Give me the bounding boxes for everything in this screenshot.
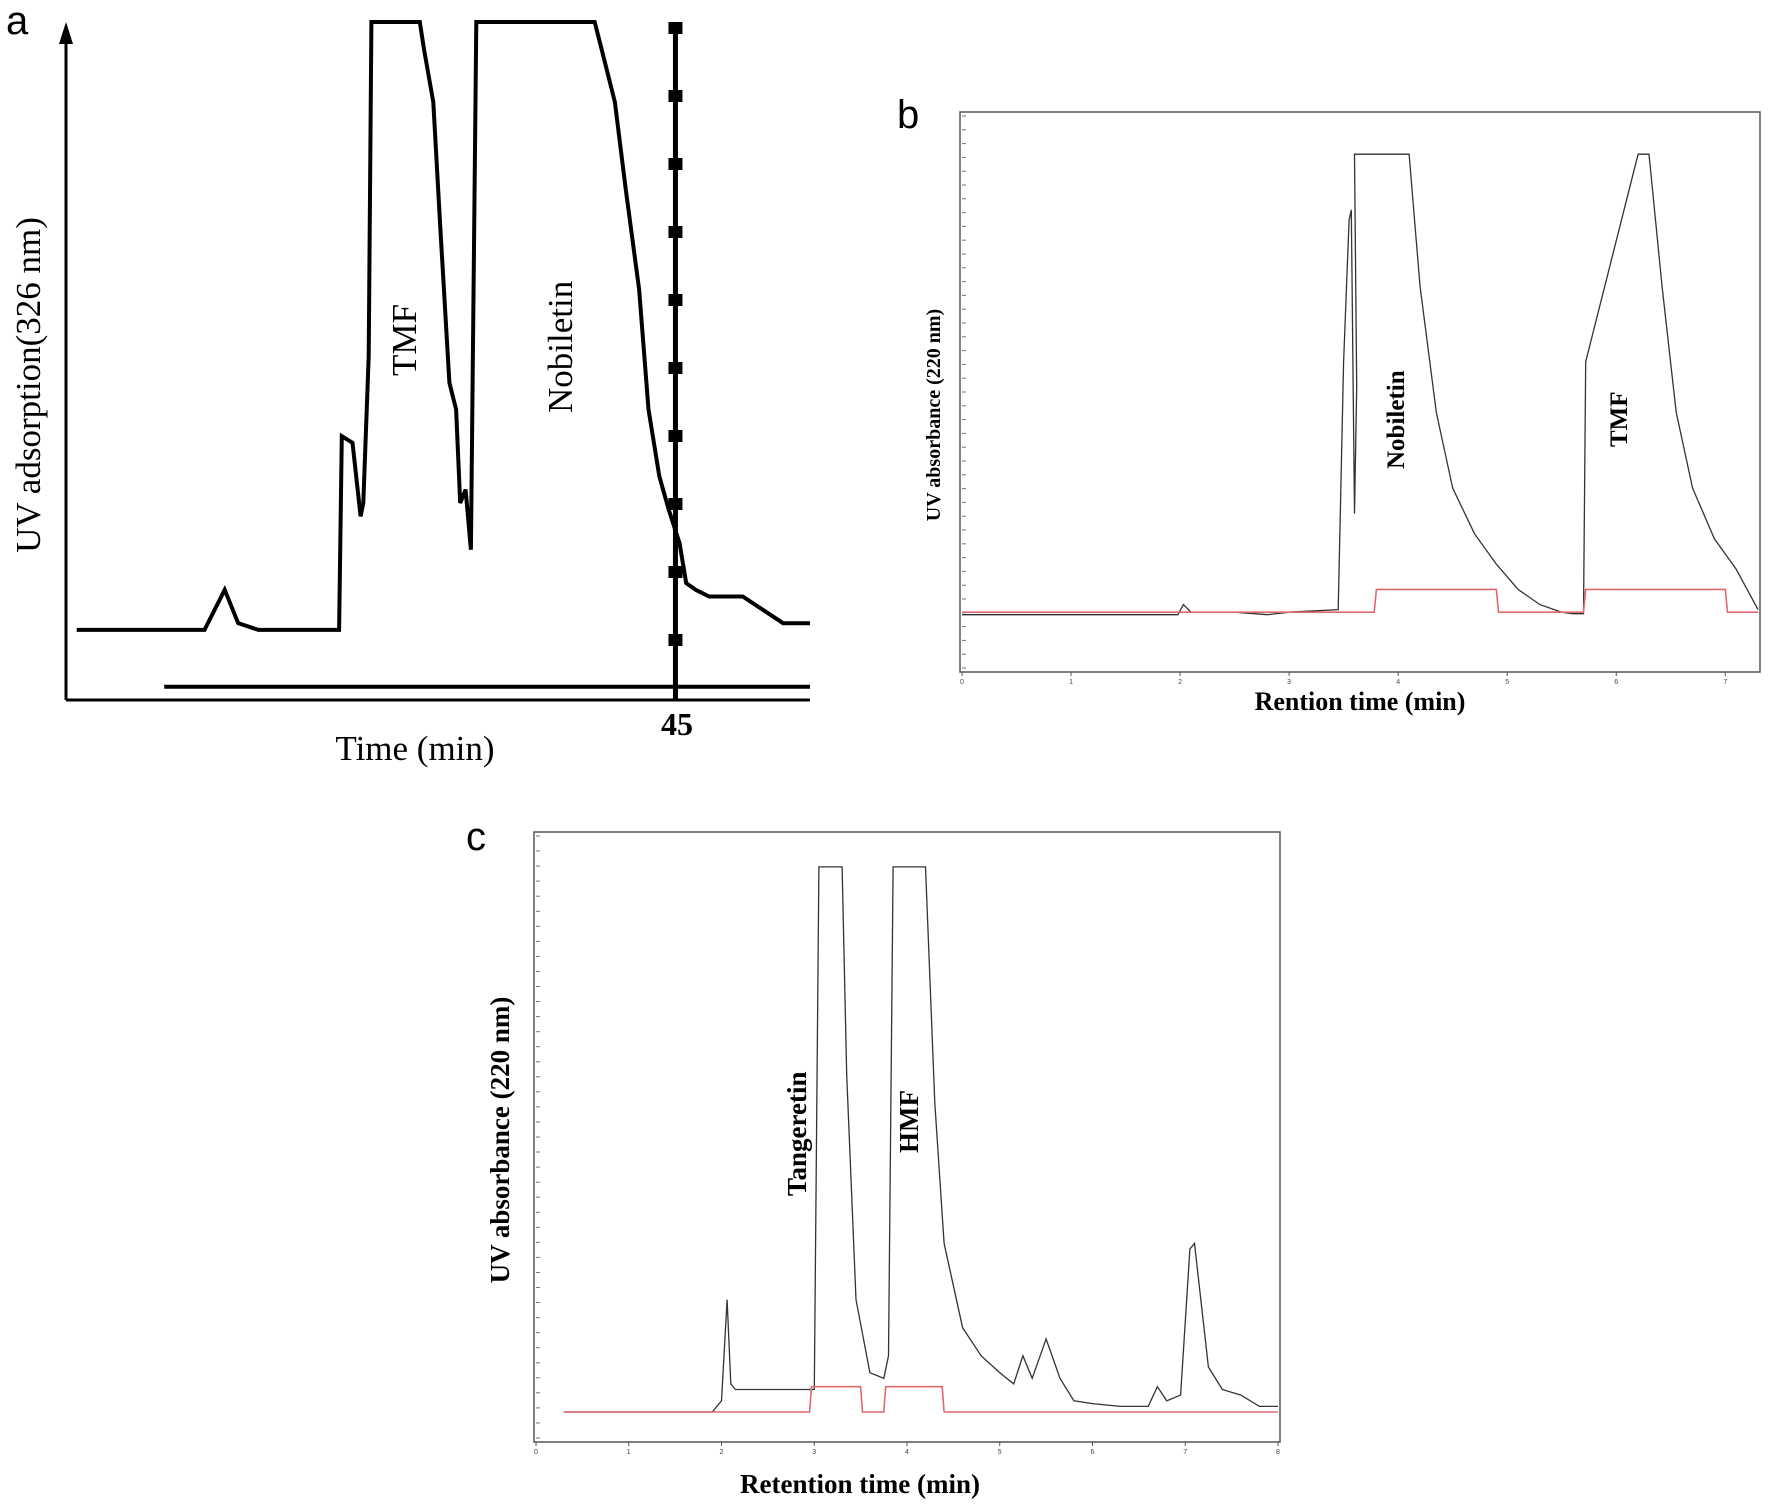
- panel-b-x-tick-label-7: 7: [1723, 679, 1727, 686]
- panel-a-x-axis-title: Time (min): [335, 729, 494, 768]
- panel-b-letter: b: [897, 93, 919, 137]
- panel-b-x-tick-label-2: 2: [1178, 679, 1182, 686]
- panel-a-annotation-nobiletin: Nobiletin: [541, 281, 580, 413]
- panel-c-x-tick-label-2: 2: [720, 1449, 724, 1456]
- panel-c-x-tick-label-5: 5: [998, 1449, 1002, 1456]
- panel-b-x-tick-label-1: 1: [1069, 679, 1073, 686]
- panel-c-x-tick-label-1: 1: [627, 1449, 631, 1456]
- panel-a-series-0-line: [76, 20, 810, 632]
- panel-b-series-0-line: [962, 153, 1759, 616]
- panel-b-y-ticks: [962, 115, 966, 669]
- panel-a-marker-dash-5: [668, 362, 683, 374]
- panel-b-x-tick-label-5: 5: [1505, 679, 1509, 686]
- panel-a-marker-dash-8: [668, 566, 683, 578]
- panel-c-y-axis-title: UV absorbance (220 nm): [485, 997, 515, 1284]
- panel-c-x-tick-label-3: 3: [812, 1449, 816, 1456]
- panel-a-marker-dash-6: [668, 430, 683, 442]
- panel-b-x-tick-label-6: 6: [1614, 679, 1618, 686]
- panel-a-marker-dash-4: [668, 294, 683, 306]
- panel-b-x-axis-title: Rention time (min): [1255, 687, 1466, 716]
- panel-b-fraction-group: [962, 588, 1758, 614]
- panel-c-x-tick-label-8: 8: [1276, 1449, 1280, 1456]
- panel-b-x-tick-label-4: 4: [1396, 679, 1400, 686]
- panel-c-series-0-line: [563, 866, 1278, 1413]
- panel-c-x-tick-label-6: 6: [1091, 1449, 1095, 1456]
- panel-a-marker-dash-1: [668, 90, 683, 102]
- panel-c-series-1-line: [563, 1385, 1278, 1413]
- panel-c-fraction-group: [563, 1385, 1278, 1413]
- panel-a-letter: a: [6, 0, 29, 43]
- panel-b-annotation-nobiletin: Nobiletin: [1383, 370, 1410, 469]
- panel-c-trace-group: [563, 866, 1278, 1413]
- panel-b-x-ticks: 0 1 2 3 4 5 6 7: [960, 672, 1727, 686]
- panel-c-x-tick-label-0: 0: [534, 1449, 538, 1456]
- panel-b-y-axis-title: UV absorbance (220 nm): [923, 309, 945, 521]
- panel-a-marker-dash-7: [668, 498, 683, 510]
- panel-c-x-tick-label-4: 4: [905, 1449, 909, 1456]
- panel-a-y-axis-arrow: [59, 22, 73, 44]
- panel-b-series-1-line: [962, 588, 1758, 614]
- panel-c-x-tick-label-7: 7: [1183, 1449, 1187, 1456]
- panel-b-trace-group: [962, 153, 1759, 616]
- panel-c-x-axis-title: Retention time (min): [740, 1469, 980, 1499]
- panel-b-x-tick-label-0: 0: [960, 679, 964, 686]
- panel-a-y-axis-title: UV adsorption(326 nm): [9, 217, 48, 553]
- panel-c: c 0 1 2 3 4 5 6 7 8 Tangeretin HMF UV absorbance…: [466, 815, 1281, 1499]
- panel-c-annotation-tangeretin: Tangeretin: [782, 1071, 812, 1196]
- panel-b: b 0 1 2 3 4 5 6 7 Nobiletin TMF UV absorbance (…: [897, 93, 1761, 716]
- panel-a-marker-dash-9: [668, 634, 683, 646]
- panel-c-y-ticks: [536, 835, 540, 1439]
- panel-a-marker-dash-0: [668, 22, 683, 34]
- panel-a-trace-group: [76, 20, 810, 632]
- panel-a-marker-label: 45: [661, 706, 693, 742]
- panel-a-marker-group: [668, 22, 683, 700]
- panel-c-annotation-hmf: HMF: [894, 1090, 924, 1153]
- panel-b-plot-frame: [959, 111, 1761, 673]
- panel-b-annotation-tmf: TMF: [1606, 391, 1633, 447]
- panel-a-annotation-tmf: TMF: [385, 304, 424, 376]
- panel-a-marker-dash-3: [668, 226, 683, 238]
- panel-a-marker-dash-2: [668, 158, 683, 170]
- panel-a: a TMF Nobiletin UV adsorption(326 nm) Ti…: [6, 0, 810, 768]
- panel-c-x-ticks: 0 1 2 3 4 5 6 7 8: [534, 1442, 1280, 1456]
- panel-b-x-tick-label-3: 3: [1287, 679, 1291, 686]
- panel-c-letter: c: [466, 815, 486, 859]
